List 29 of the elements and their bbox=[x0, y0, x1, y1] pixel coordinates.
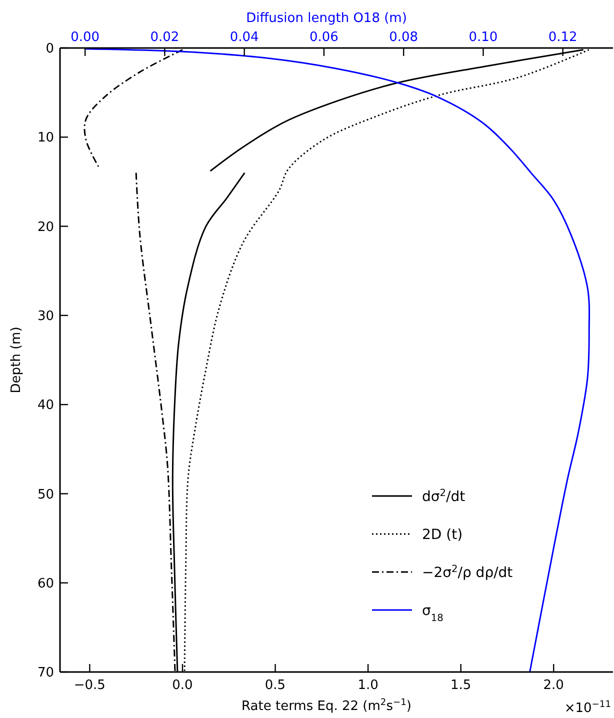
y-tick-label: 60 bbox=[37, 576, 54, 592]
legend-label: 2D (t) bbox=[422, 526, 463, 543]
legend-label: dσ$^{2}$/dt bbox=[422, 487, 466, 505]
text: ×10$^{−11}$ bbox=[564, 700, 611, 716]
x2-axis-title: Diffusion length O18 (m) bbox=[246, 11, 407, 26]
y-tick-label: 50 bbox=[37, 487, 54, 502]
x-tick-label: −0.5 bbox=[74, 678, 106, 693]
x-tick-label: 0.5 bbox=[264, 678, 286, 693]
x-tick-label: 0.0 bbox=[172, 678, 193, 693]
y-tick-label: 20 bbox=[37, 220, 54, 235]
x-tick-label: 2.0 bbox=[543, 678, 564, 693]
y-axis-title: Depth (m) bbox=[9, 326, 24, 394]
x2-tick-label: 0.10 bbox=[468, 30, 498, 45]
y-tick-label: 0 bbox=[46, 42, 54, 57]
y-tick-label: 40 bbox=[37, 398, 54, 414]
x-tick-label: 1.5 bbox=[450, 678, 472, 693]
x2-tick-label: 0.04 bbox=[230, 30, 259, 45]
legend-label: −2σ$^{2}$/ρ dρ/dt bbox=[422, 563, 514, 581]
y-tick-label: 30 bbox=[37, 308, 54, 324]
x2-tick-label: 0.12 bbox=[548, 30, 578, 45]
x2-tick-label: 0.00 bbox=[70, 30, 100, 45]
x-tick-label: 1.0 bbox=[358, 678, 378, 693]
x2-tick-label: 0.08 bbox=[389, 30, 418, 45]
y-tick-label: 10 bbox=[37, 130, 54, 146]
legend-label: σ$_{18}$ bbox=[422, 602, 444, 624]
y-tick-label: 70 bbox=[37, 666, 54, 681]
x2-tick-label: 0.06 bbox=[309, 30, 338, 45]
x-axis-title: Rate terms Eq. 22 (m$^{2}$s$^{−1}$) bbox=[242, 698, 412, 714]
x2-tick-label: 0.02 bbox=[150, 30, 180, 45]
